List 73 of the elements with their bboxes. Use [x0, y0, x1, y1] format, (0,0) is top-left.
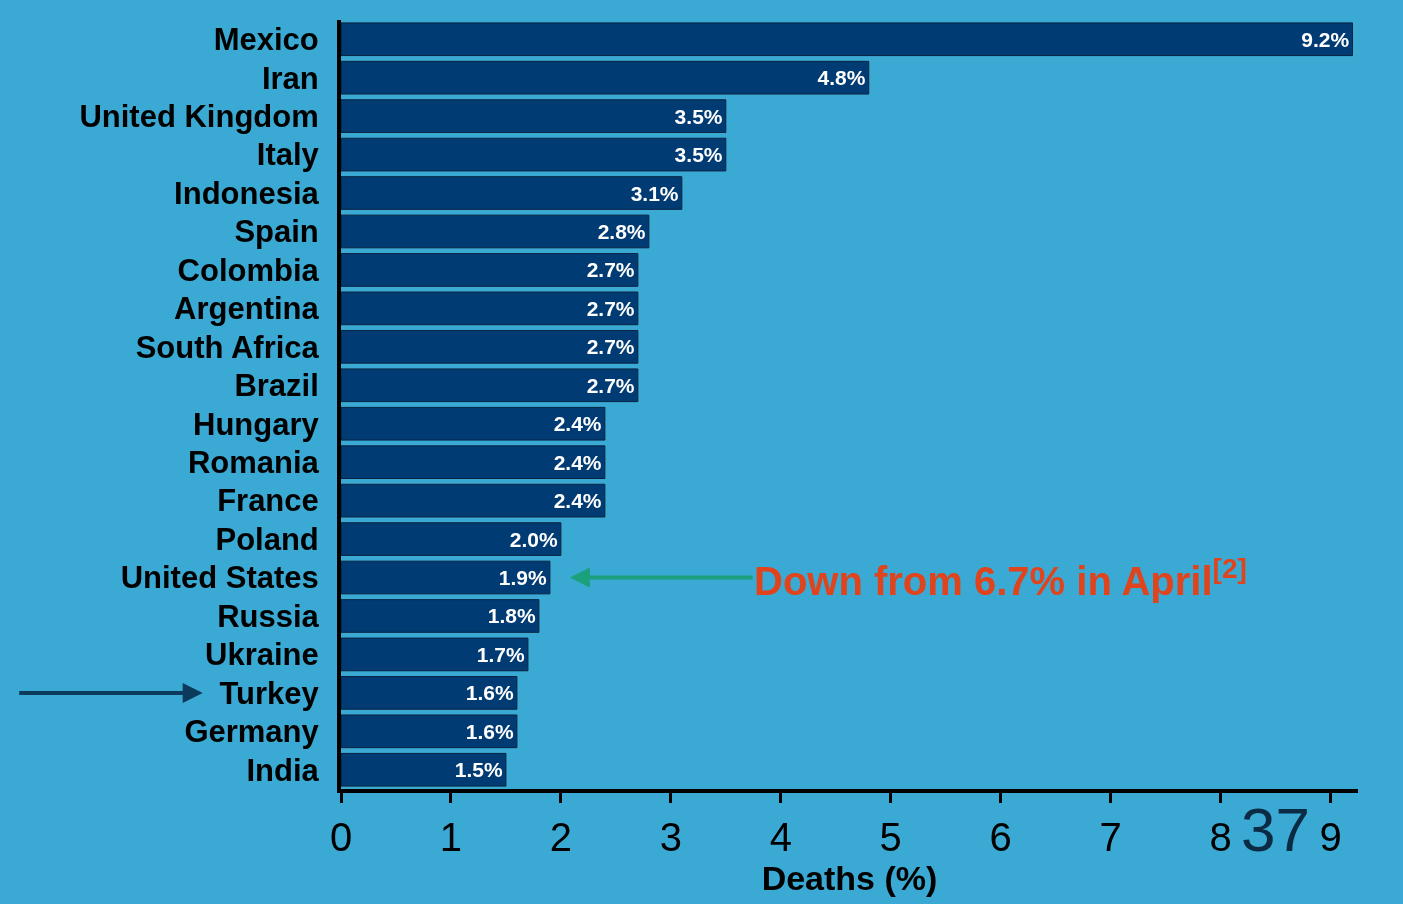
bar	[341, 637, 529, 672]
bar	[341, 368, 639, 403]
x-tick-label: 6	[989, 815, 1012, 859]
y-tick-label: United Kingdom	[79, 98, 319, 134]
bar	[341, 22, 1353, 57]
data-label: 2.7%	[586, 373, 635, 397]
y-tick-label: Hungary	[193, 406, 320, 442]
y-tick-label: Brazil	[234, 368, 319, 404]
data-label: 3.1%	[630, 181, 679, 205]
text: 37	[1241, 795, 1310, 864]
data-label: 2.4%	[553, 489, 602, 513]
data-label: 2.7%	[586, 335, 635, 359]
data-label: 2.7%	[586, 296, 635, 320]
bar	[341, 137, 727, 172]
x-tick-label: 9	[1319, 815, 1342, 859]
bar	[341, 752, 507, 787]
bar	[341, 406, 606, 441]
bar	[341, 445, 606, 480]
y-tick-label: Colombia	[177, 252, 320, 288]
data-label: 1.6%	[465, 719, 514, 743]
data-label: 3.5%	[674, 104, 723, 128]
bar	[341, 714, 518, 749]
y-tick-label: India	[246, 752, 320, 788]
x-tick-label: 0	[329, 815, 353, 859]
x-tick-label: 3	[659, 815, 682, 859]
bar	[341, 329, 639, 364]
data-label: 2.4%	[553, 450, 602, 474]
y-tick-label: Ukraine	[205, 637, 319, 673]
bar	[341, 99, 727, 133]
y-tick-label: South Africa	[135, 329, 320, 365]
data-label: 1.7%	[476, 642, 525, 666]
bar	[341, 483, 606, 518]
x-tick-label: 1	[439, 815, 463, 859]
x-tick-label: 8	[1209, 815, 1232, 859]
y-tick-label: Poland	[215, 521, 319, 557]
x-tick-label: 7	[1099, 815, 1122, 859]
data-label: 2.0%	[509, 527, 558, 551]
x-axis-title: Deaths (%)	[761, 859, 938, 897]
y-tick-label: Italy	[256, 137, 320, 173]
data-label: 9.2%	[1301, 27, 1350, 51]
x-tick-label: 2	[549, 815, 573, 859]
data-label: 1.8%	[487, 604, 536, 628]
x-tick-label: 4	[769, 815, 792, 859]
y-tick-label: Turkey	[219, 675, 320, 711]
data-label: 2.8%	[597, 219, 646, 243]
bar	[341, 214, 650, 249]
data-label: 1.6%	[465, 681, 514, 705]
y-tick-label: Romania	[187, 445, 320, 481]
y-tick-label: Germany	[184, 714, 320, 750]
bar	[341, 676, 518, 710]
y-tick-label: Indonesia	[174, 175, 320, 211]
bar	[341, 522, 562, 556]
y-tick-label: Iran	[261, 60, 319, 96]
bar	[341, 599, 540, 633]
y-tick-label: Mexico	[213, 22, 319, 58]
y-tick-label: Russia	[217, 598, 320, 634]
data-label: 2.7%	[586, 258, 635, 282]
bar	[341, 291, 639, 326]
data-label: 1.5%	[454, 758, 503, 782]
x-tick-label: 5	[879, 815, 902, 859]
y-tick-label: United States	[120, 560, 319, 596]
data-label: 4.8%	[817, 66, 866, 90]
y-tick-label: Spain	[234, 214, 319, 250]
data-label: 1.9%	[498, 566, 547, 590]
data-label: 2.4%	[553, 412, 602, 436]
data-label: 3.5%	[674, 143, 723, 167]
bar	[341, 253, 639, 287]
y-tick-label: Argentina	[174, 291, 320, 327]
y-tick-label: France	[217, 483, 319, 519]
bar	[341, 176, 683, 210]
bar	[341, 560, 551, 595]
bar	[341, 60, 870, 95]
annotation: Down from 6.7% in April$^{[2]}$	[754, 553, 1247, 603]
